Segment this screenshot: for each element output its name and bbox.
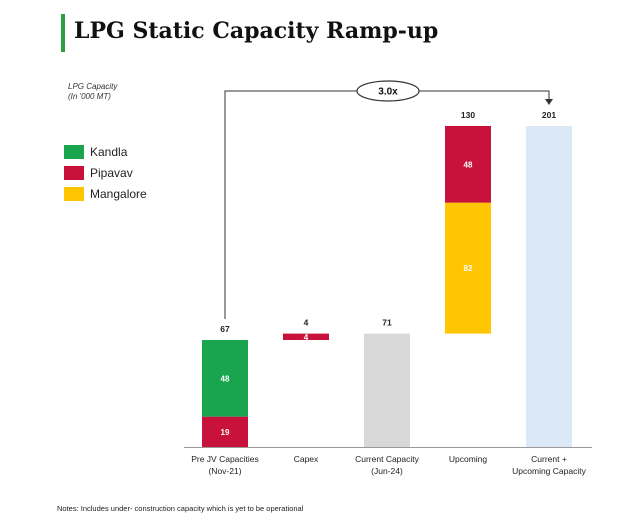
y-axis-label: LPG Capacity (In '000 MT) <box>68 82 117 102</box>
legend-item-mangalore: Mangalore <box>64 183 147 204</box>
footnote: Notes: Includes under- construction capa… <box>57 504 304 513</box>
category-label-4: Current + <box>531 454 567 464</box>
bar-1-segment-0 <box>283 333 329 340</box>
bar-1-total-label: 4 <box>304 318 309 328</box>
bar-2-total-label: 71 <box>382 318 392 328</box>
growth-multiple-badge <box>356 80 420 102</box>
category-label-3: Upcoming <box>449 454 488 464</box>
legend-label-mangalore: Mangalore <box>90 186 147 201</box>
category-label-2-line2: (Jun-24) <box>371 466 403 476</box>
y-axis-label-line1: LPG Capacity <box>68 82 118 91</box>
y-axis-label-line2: (In '000 MT) <box>68 92 111 101</box>
legend-label-pipavav: Pipavav <box>90 165 133 180</box>
bar-2-segment-0 <box>364 333 410 447</box>
bar-3-total-label: 130 <box>461 110 475 120</box>
legend-swatch-kandla <box>64 144 84 159</box>
category-label-0-line2: (Nov-21) <box>208 466 241 476</box>
growth-bracket-line <box>224 90 550 319</box>
category-label-2: Current Capacity <box>355 454 420 464</box>
category-label-4-line2: Upcoming Capacity <box>512 466 586 476</box>
legend-swatch-mangalore <box>64 186 84 201</box>
bar-0-segment-0 <box>202 416 248 447</box>
category-label-0: Pre JV Capacities <box>191 454 259 464</box>
bar-0-total-label: 67 <box>220 324 230 334</box>
legend-item-pipavav: Pipavav <box>64 162 147 183</box>
page-title: LPG Static Capacity Ramp-up <box>74 18 439 44</box>
bar-3-segment-1 <box>445 126 491 203</box>
bar-1-segment-0-label: 4 <box>304 333 309 342</box>
bar-0-segment-0-label: 19 <box>221 428 230 437</box>
legend-swatch-pipavav <box>64 165 84 180</box>
bar-4-segment-0 <box>526 126 572 447</box>
growth-multiple-label: 3.0x <box>378 87 398 98</box>
legend-item-kandla: Kandla <box>64 141 147 162</box>
title-accent-bar <box>61 14 65 52</box>
bar-3-segment-0 <box>445 202 491 334</box>
legend-label-kandla: Kandla <box>90 144 128 159</box>
bar-4-total-label: 201 <box>542 110 556 120</box>
category-label-1: Capex <box>294 454 319 464</box>
legend: Kandla Pipavav Mangalore <box>64 141 147 204</box>
growth-bracket-arrowhead <box>545 99 553 105</box>
bar-0-segment-1-label: 48 <box>221 374 230 383</box>
bar-3-segment-1-label: 48 <box>464 160 473 169</box>
bar-3-segment-0-label: 82 <box>464 264 473 273</box>
bar-0-segment-1 <box>202 340 248 417</box>
